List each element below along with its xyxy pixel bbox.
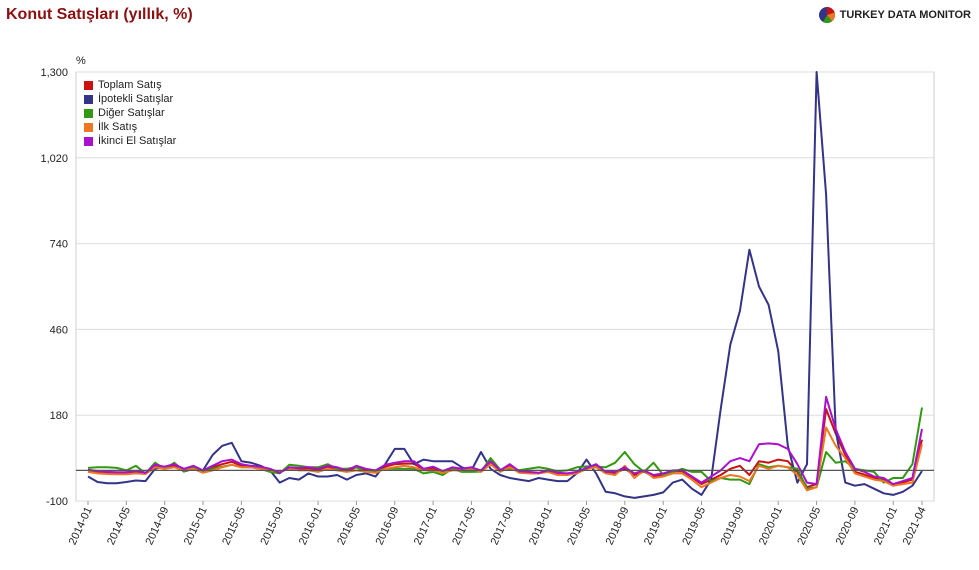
x-tick-label: 2017-09 (489, 505, 517, 547)
series-line (87, 71, 923, 499)
chart-title: Konut Satışları (yıllık, %) (6, 6, 193, 23)
x-tick-label: 2019-09 (719, 505, 747, 547)
brand-name: TURKEY DATA MONITOR (839, 9, 971, 21)
legend-swatch (84, 122, 93, 132)
x-tick-label: 2014-09 (143, 505, 171, 547)
legend-item: İkinci El Satışlar (84, 134, 176, 148)
x-tick-label: 2020-01 (757, 505, 785, 547)
x-tick-label: 2016-01 (297, 505, 325, 547)
x-tick-label: 2021-01 (872, 505, 900, 547)
legend-label: Diğer Satışlar (98, 107, 165, 119)
brand-logo: TURKEY DATA MONITOR (818, 6, 971, 24)
x-tick-label: 2016-09 (374, 505, 402, 547)
legend-item: İpotekli Satışlar (84, 92, 176, 106)
x-tick-label: 2014-01 (67, 505, 95, 547)
x-tick-label: 2017-05 (450, 505, 478, 547)
y-axis-label: % (76, 55, 86, 67)
x-tick-label: 2015-01 (182, 505, 210, 547)
legend-swatch (84, 80, 93, 90)
legend-swatch (84, 94, 93, 104)
y-tick-label: 1,300 (40, 67, 68, 79)
x-tick-label: 2014-05 (105, 505, 133, 547)
x-tick-label: 2021-04 (901, 505, 929, 547)
legend-label: İpotekli Satışlar (98, 93, 174, 105)
series-line (87, 395, 923, 486)
x-tick-label: 2018-09 (604, 505, 632, 547)
legend-swatch (84, 108, 93, 118)
chart-legend: Toplam Satış İpotekli Satışlar Diğer Satış… (84, 78, 176, 148)
x-tick-label: 2019-05 (680, 505, 708, 547)
x-tick-label: 2017-01 (412, 505, 440, 547)
pie-logo-icon (818, 7, 835, 24)
y-tick-label: 1,020 (40, 153, 68, 165)
y-tick-label: 740 (50, 239, 68, 251)
legend-swatch (84, 136, 93, 146)
x-tick-label: 2019-01 (642, 505, 670, 547)
y-tick-label: -100 (46, 496, 68, 508)
legend-label: İlk Satış (98, 121, 138, 133)
x-tick-label: 2018-01 (527, 505, 555, 547)
x-tick-label: 2015-09 (259, 505, 287, 547)
x-tick-label: 2020-09 (834, 505, 862, 547)
legend-label: Toplam Satış (98, 79, 162, 91)
x-tick-label: 2015-05 (220, 505, 248, 547)
x-tick-label: 2018-05 (565, 505, 593, 547)
y-tick-label: 180 (50, 410, 68, 422)
y-tick-label: 460 (50, 324, 68, 336)
series-line (87, 426, 923, 492)
plot-area (75, 71, 935, 502)
legend-item: Diğer Satışlar (84, 106, 176, 120)
legend-item: Toplam Satış (84, 78, 176, 92)
x-tick-label: 2020-05 (795, 505, 823, 547)
x-tick-label: 2016-05 (335, 505, 363, 547)
legend-item: İlk Satış (84, 120, 176, 134)
legend-label: İkinci El Satışlar (98, 135, 177, 147)
